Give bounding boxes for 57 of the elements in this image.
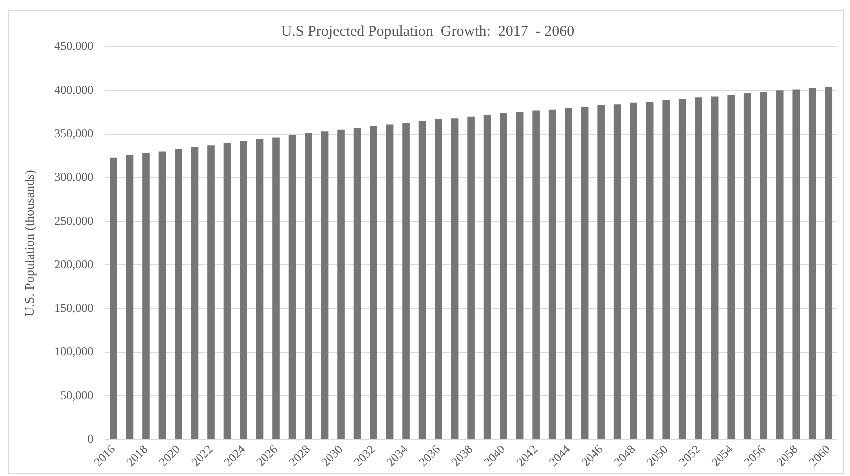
y-axis-title: U.S. Population (thousands) (22, 170, 38, 317)
y-tick-label: 350,000 (54, 126, 94, 140)
bar (728, 95, 736, 440)
bar (321, 132, 329, 440)
bar (418, 121, 426, 440)
bar (548, 110, 556, 440)
bar (386, 124, 394, 440)
bar (208, 146, 215, 440)
bar (224, 143, 232, 440)
bar (760, 92, 768, 440)
bar (565, 108, 572, 440)
bar (500, 113, 508, 440)
bar (532, 110, 540, 440)
bar (191, 147, 199, 440)
chart-title: U.S Projected Population Growth: 2017 - 2060 (281, 24, 575, 40)
bar (614, 104, 622, 440)
bar (581, 107, 589, 440)
y-tick-label: 250,000 (54, 214, 94, 228)
bar (808, 88, 816, 440)
bar (792, 90, 800, 440)
bar (435, 119, 442, 440)
bar (711, 96, 719, 440)
y-tick-label: 450,000 (54, 39, 94, 54)
bar (744, 93, 752, 440)
y-tick-label: 200,000 (54, 257, 94, 272)
bar (288, 135, 296, 440)
y-tick-label: 50,000 (60, 388, 94, 402)
bar (272, 138, 280, 440)
bar (126, 155, 134, 440)
bar (240, 141, 248, 440)
bar (175, 149, 182, 440)
bar (370, 126, 378, 440)
bar (484, 115, 492, 440)
bar (630, 102, 638, 440)
bar (646, 102, 654, 440)
bar (451, 118, 459, 440)
bar (338, 130, 345, 440)
bar (305, 133, 312, 440)
bar (776, 90, 784, 440)
bar (695, 98, 703, 440)
bar (256, 140, 264, 440)
bar (110, 158, 118, 440)
bar (468, 116, 475, 440)
bar (662, 100, 670, 440)
bar (598, 105, 605, 440)
y-tick-label: 0 (88, 432, 94, 446)
y-tick-label: 400,000 (54, 82, 94, 97)
bar (158, 152, 166, 440)
bar (354, 128, 362, 440)
bar (142, 154, 150, 440)
y-tick-label: 150,000 (54, 301, 94, 316)
bar (516, 112, 524, 440)
y-tick-label: 100,000 (54, 344, 94, 359)
bar (678, 99, 686, 440)
y-tick-label: 300,000 (54, 170, 94, 184)
bar (825, 87, 833, 440)
bar (402, 122, 410, 440)
